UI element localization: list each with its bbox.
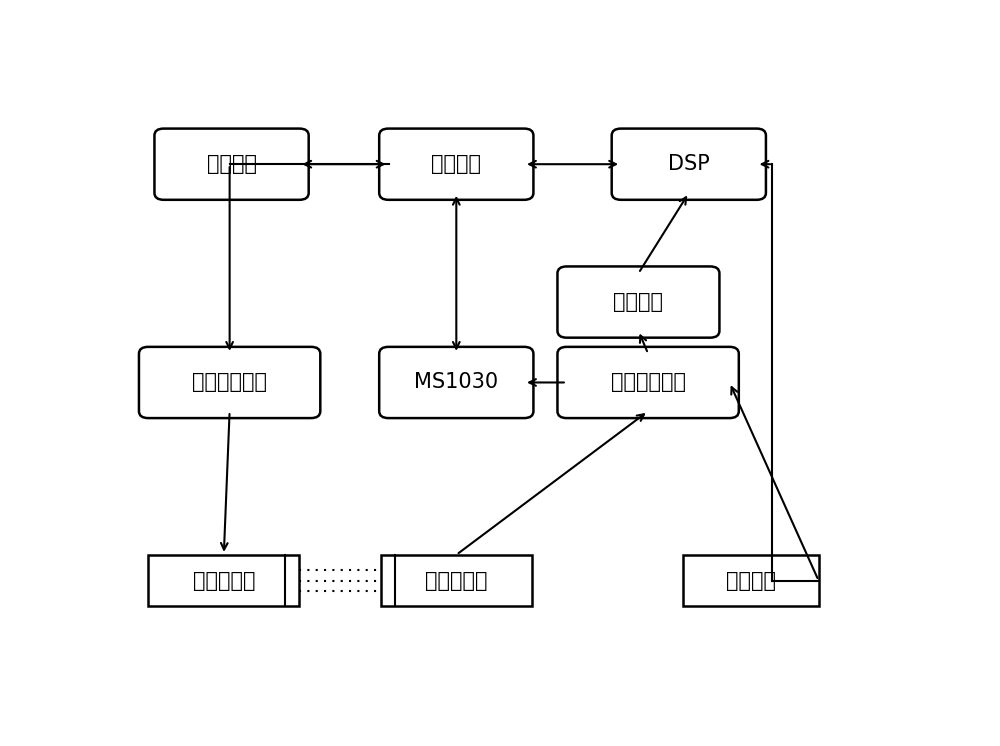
Text: 超声发射电路: 超声发射电路 (192, 372, 267, 392)
FancyBboxPatch shape (154, 128, 309, 200)
FancyBboxPatch shape (381, 555, 532, 606)
Text: 人机交互: 人机交互 (207, 154, 257, 175)
FancyBboxPatch shape (148, 555, 299, 606)
FancyBboxPatch shape (139, 347, 320, 418)
Text: 超声接收电路: 超声接收电路 (611, 372, 686, 392)
Text: DSP: DSP (668, 154, 710, 175)
Text: 超声换能器: 超声换能器 (425, 571, 488, 591)
Text: 数据采集: 数据采集 (613, 292, 663, 312)
Text: 微处理器: 微处理器 (431, 154, 481, 175)
FancyBboxPatch shape (612, 128, 766, 200)
FancyBboxPatch shape (379, 128, 533, 200)
Text: 超声换能器: 超声换能器 (193, 571, 255, 591)
FancyBboxPatch shape (557, 347, 739, 418)
Text: 温度测量: 温度测量 (726, 571, 776, 591)
FancyBboxPatch shape (683, 555, 819, 606)
Text: MS1030: MS1030 (414, 372, 498, 392)
FancyBboxPatch shape (557, 266, 719, 338)
FancyBboxPatch shape (379, 347, 533, 418)
